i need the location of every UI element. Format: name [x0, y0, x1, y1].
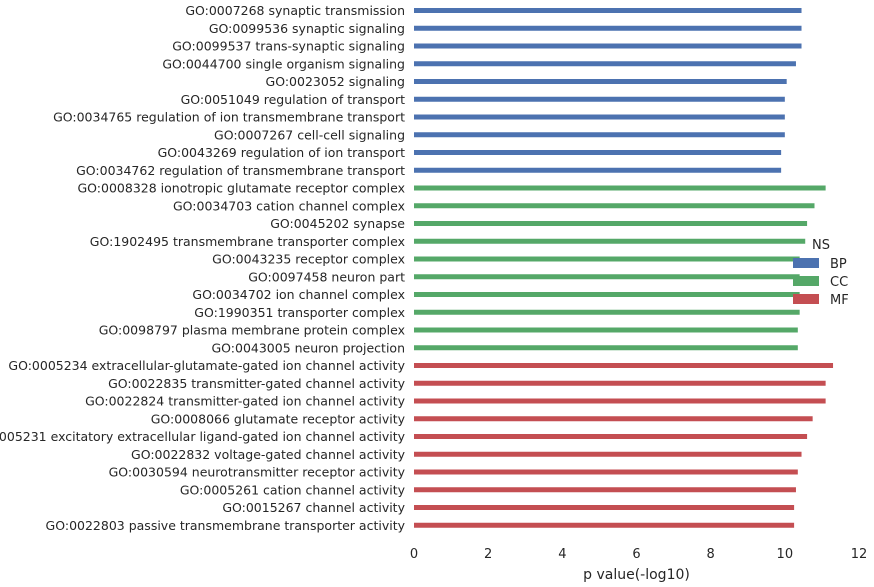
category-label: GO:1990351 transporter complex [194, 305, 405, 320]
category-label: GO:0099536 synaptic signaling [209, 21, 405, 36]
legend-label-bp: BP [830, 257, 847, 272]
legend-swatch-bp [793, 258, 819, 268]
bar-cc-0 [414, 185, 826, 191]
bar-mf-1 [414, 380, 826, 386]
category-label: GO:0034703 cation channel complex [173, 198, 405, 213]
bar-mf-4 [414, 434, 808, 439]
bar-cc-1 [414, 203, 815, 209]
bar-bp-4 [414, 79, 787, 84]
bar-mf-5 [414, 451, 802, 457]
bar-mf-8 [414, 505, 795, 510]
bar-mf-7 [414, 487, 796, 493]
category-label: GO:0015267 channel activity [222, 500, 405, 515]
category-label: GO:0043269 regulation of ion transport [158, 145, 406, 160]
category-label: GO:0005234 extracellular-glutamate-gated… [8, 358, 405, 373]
x-tick-label: 10 [777, 547, 794, 562]
bar-mf-6 [414, 469, 798, 475]
legend-label-mf: MF [830, 293, 849, 308]
category-labels: GO:0007268 synaptic transmission GO:00995… [0, 3, 406, 533]
category-label: GO:0008066 glutamate receptor activity [151, 411, 406, 426]
category-label: GO:0005231 excitatory extracellular liga… [0, 429, 406, 444]
category-label: GO:0034762 regulation of transmembrane t… [76, 163, 405, 178]
bar-mf-9 [414, 522, 795, 528]
category-label: GO:0099537 trans-synaptic signaling [172, 39, 405, 54]
bar-cc-5 [414, 274, 800, 280]
x-axis-ticks: 0 2 4 6 8 10 12 [410, 547, 867, 562]
x-tick-label: 2 [484, 547, 492, 562]
category-label: GO:0005261 cation channel activity [180, 482, 406, 497]
category-label: GO:0023052 signaling [266, 74, 405, 89]
bar-mf-0 [414, 363, 834, 368]
bar-bp-3 [414, 61, 796, 67]
x-tick-label: 6 [632, 547, 640, 562]
bar-cc-2 [414, 221, 808, 226]
bar-cc-3 [414, 238, 806, 244]
category-label: GO:0022832 voltage-gated channel activit… [131, 447, 406, 462]
bar-mf-3 [414, 416, 813, 422]
bar-bp-2 [414, 43, 802, 49]
x-tick-label: 0 [410, 547, 418, 562]
category-label: GO:0034765 regulation of ion transmembra… [53, 110, 405, 125]
bar-bp-1 [414, 25, 802, 31]
legend-swatch-cc [793, 276, 819, 286]
category-label: GO:0044700 single organism signaling [162, 56, 405, 71]
bar-bp-8 [414, 150, 782, 155]
category-label: GO:0008328 ionotropic glutamate receptor… [78, 181, 406, 196]
category-label: GO:0098797 plasma membrane protein compl… [99, 323, 405, 338]
x-tick-label: 8 [707, 547, 715, 562]
bar-cc-9 [414, 345, 798, 351]
category-label: GO:0051049 regulation of transport [181, 92, 406, 107]
category-label: GO:0097458 neuron part [248, 269, 405, 284]
x-tick-label: 4 [558, 547, 566, 562]
category-label: GO:0043235 receptor complex [212, 252, 405, 267]
bars-layer [414, 8, 834, 528]
legend-swatch-mf [793, 294, 819, 304]
bar-cc-8 [414, 327, 798, 333]
category-label: GO:0007268 synaptic transmission [185, 3, 405, 18]
x-tick-label: 12 [851, 547, 868, 562]
bar-bp-5 [414, 96, 785, 102]
category-label: GO:0034702 ion channel complex [192, 287, 405, 302]
category-label: GO:0022803 passive transmembrane transpo… [46, 518, 406, 533]
x-axis-label: p value(-log10) [583, 567, 690, 583]
bar-bp-7 [414, 132, 785, 138]
category-label: GO:0022824 transmitter-gated ion channel… [85, 394, 406, 409]
bar-cc-7 [414, 309, 800, 315]
category-label: GO:0007267 cell-cell signaling [214, 127, 405, 142]
legend-label-cc: CC [830, 275, 848, 290]
legend: NS BP CC MF [793, 238, 849, 308]
category-label: GO:0045202 synapse [270, 216, 405, 231]
legend-title: NS [812, 238, 830, 253]
category-label: GO:0030594 neurotransmitter receptor act… [109, 465, 406, 480]
category-label: GO:0022835 transmitter-gated channel act… [108, 376, 405, 391]
category-label: GO:1902495 transmembrane transporter com… [90, 234, 405, 249]
bar-cc-6 [414, 292, 800, 297]
bar-bp-6 [414, 114, 785, 120]
bar-bp-0 [414, 8, 802, 13]
bar-cc-4 [414, 256, 800, 262]
bar-bp-9 [414, 167, 782, 173]
bar-mf-2 [414, 398, 826, 404]
category-label: GO:0043005 neuron projection [211, 340, 405, 355]
